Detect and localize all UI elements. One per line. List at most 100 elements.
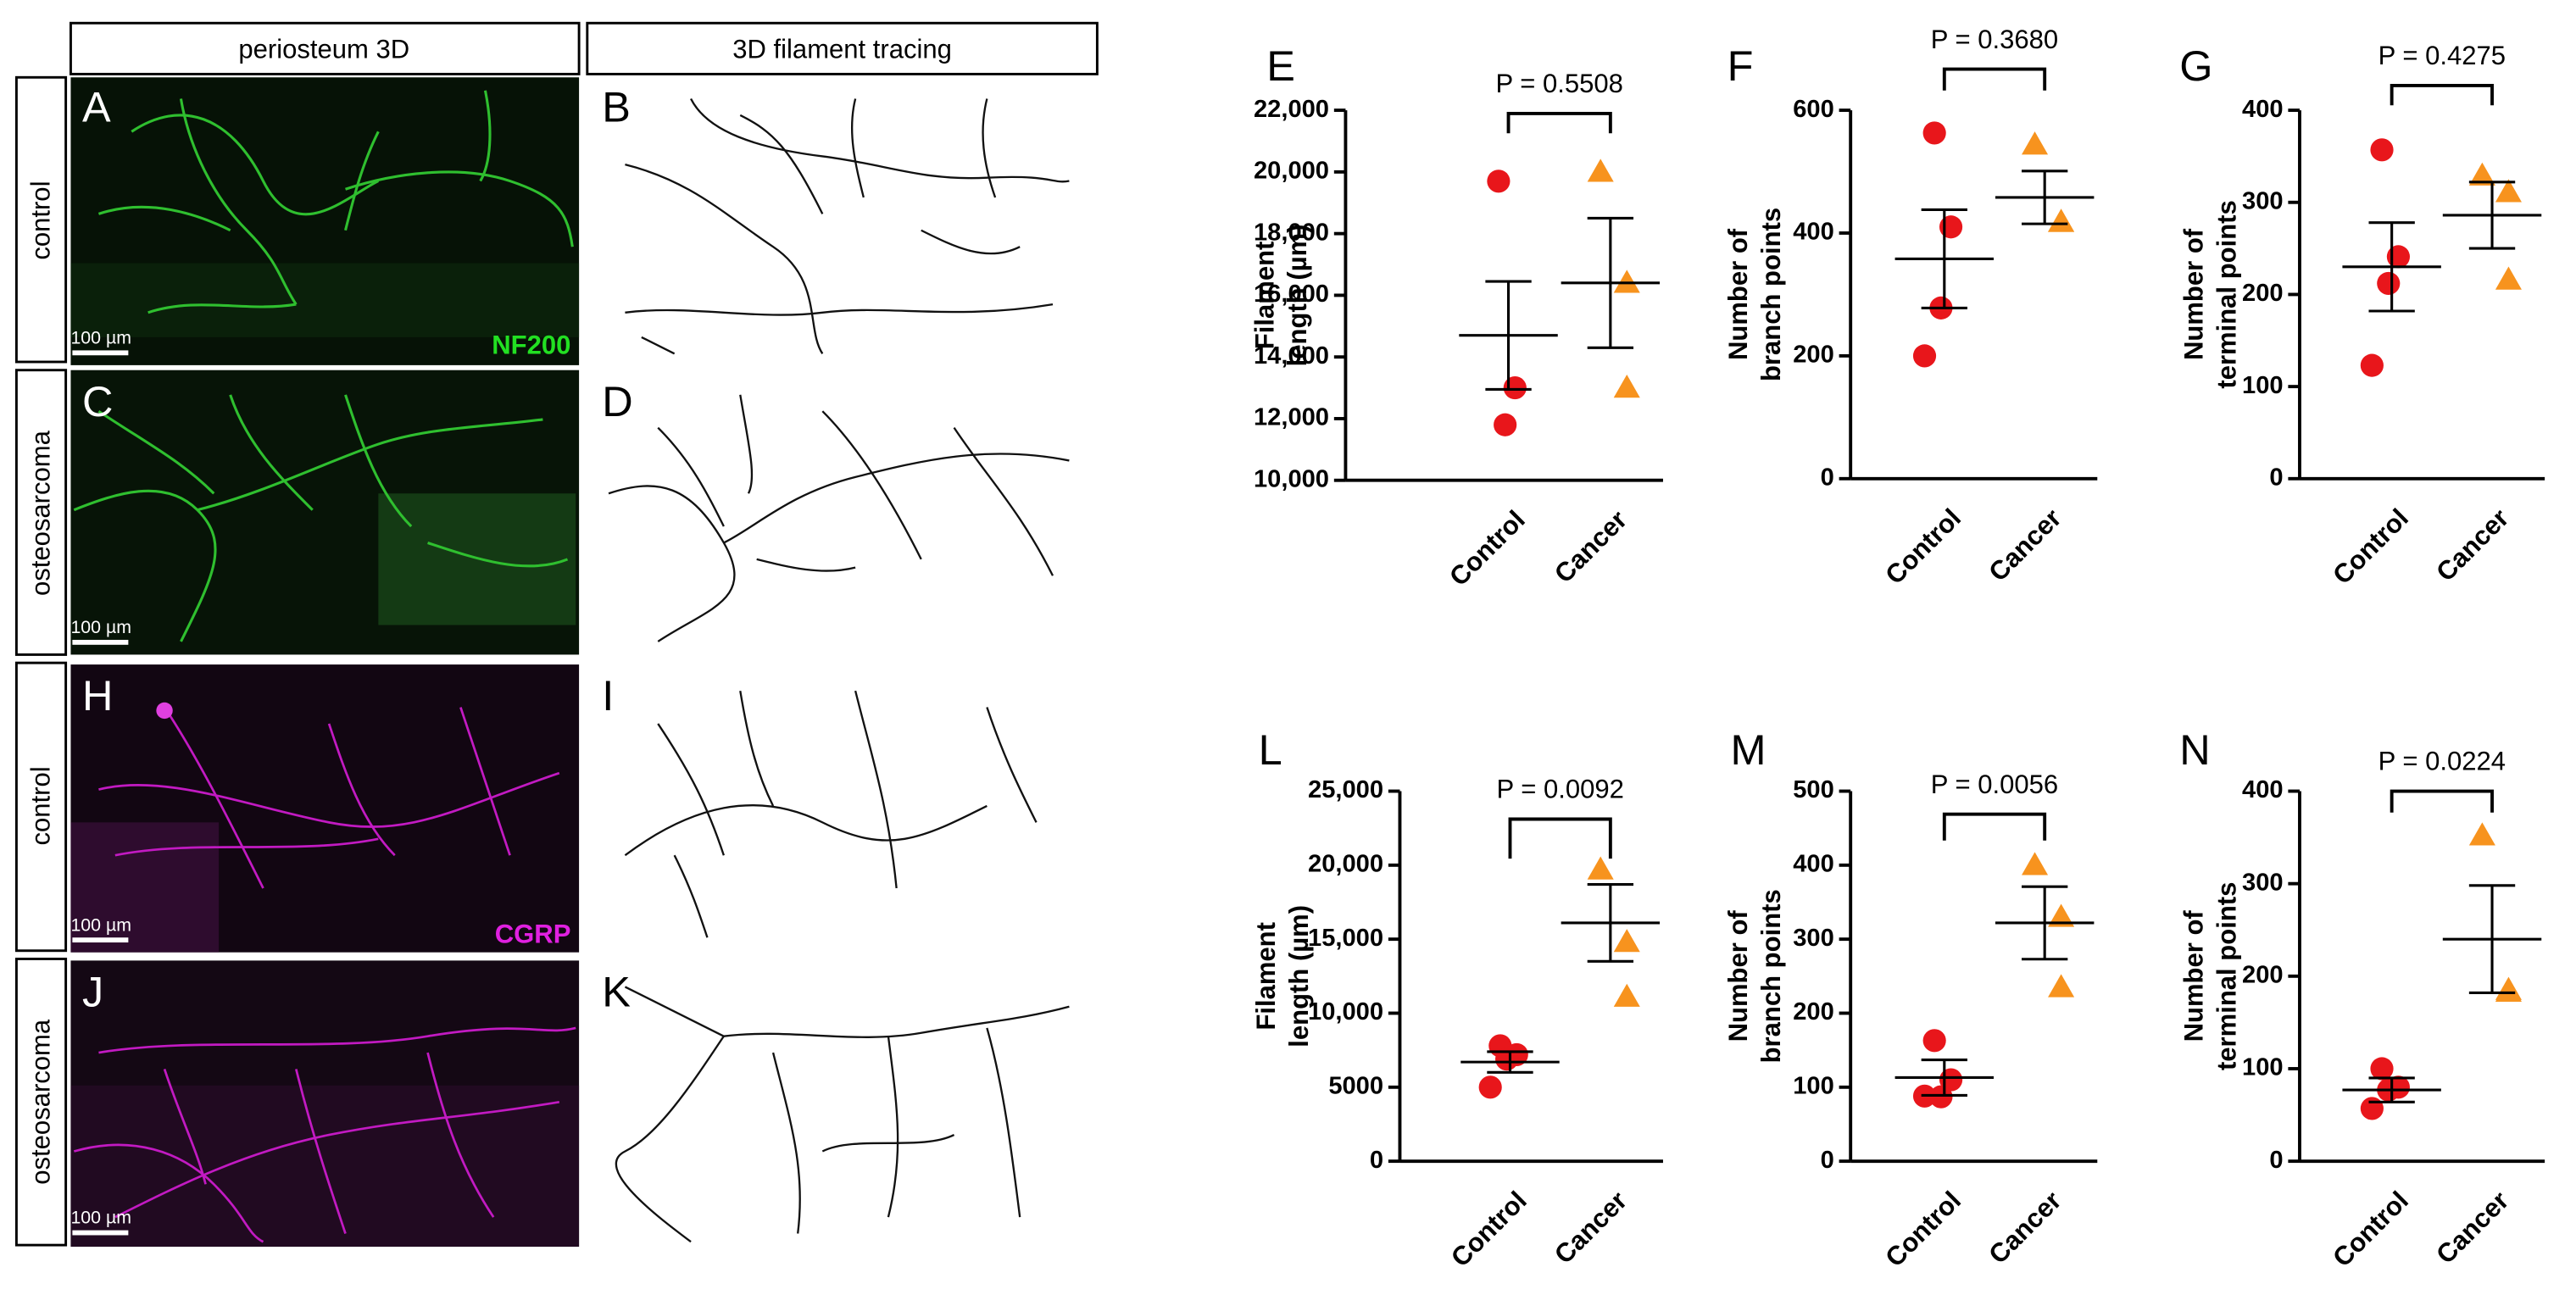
y-tick-label: 0 [2269,1147,2283,1174]
y-tick-label: 5000 [1328,1073,1383,1100]
significance-bracket [1508,817,1612,859]
data-point [2377,271,2401,295]
y-axis-label-line: length (µm) [1282,224,1312,366]
data-point [1613,929,1640,953]
y-tick-label: 500 [1793,776,1834,803]
y-tick-label: 25,000 [1308,776,1383,803]
y-tick-label: 400 [1793,851,1834,878]
data-point [1613,270,1640,293]
y-axis-label-line: Number of [2179,910,2209,1042]
scale-bar-label: 100 µm [70,914,131,935]
y-tick-label: 10,000 [1308,998,1383,1025]
row-label: osteosarcoma [26,430,56,596]
y-axis-label: Number of branch points [1723,889,1786,1063]
y-axis-label-line: branch points [1756,889,1786,1063]
y-axis-label-line: branch points [1756,208,1786,381]
panel-letter: G [2179,42,2212,90]
y-tick-label: 400 [2242,96,2284,123]
micrograph: C 100 µm [70,370,580,655]
stain-label: CGRP [495,919,571,948]
significance-bracket [1942,67,2047,91]
data-point [1587,158,1614,182]
panel-letter: D [602,377,632,425]
data-point [1495,1048,1519,1071]
panel-letter: L [1259,725,1282,774]
panel-letter: B [602,82,631,131]
significance-bracket [2390,789,2494,813]
tracing: I [587,664,1098,953]
x-tick-label: Cancer [1983,503,2067,586]
micrograph: H 100 µm CGRP [70,664,580,953]
data-point [2386,245,2410,269]
x-tick-label: Control [1879,1186,1967,1273]
y-axis-label: Number of terminal points [2179,200,2242,388]
error-bar [2368,221,2415,313]
x-tick-label: Control [2327,503,2414,590]
x-tick-label: Control [2327,1186,2414,1273]
data-point [1613,375,1640,398]
error-bar [1487,1050,1533,1074]
y-tick-label: 400 [2242,776,2284,803]
data-point [1922,1029,1946,1053]
row-box [14,75,68,364]
y-tick-label: 0 [2269,464,2283,491]
x-tick-label: Cancer [1549,1186,1633,1270]
row-label: control [26,181,56,260]
panel-letter: F [1728,42,1754,90]
panel-letter: J [82,967,103,1015]
y-tick-label: 400 [1793,219,1834,246]
data-point [1939,215,1963,239]
y-axis-label-line: Number of [1723,910,1753,1042]
data-point [2048,903,2075,927]
x-tick-label: Cancer [1549,504,1633,588]
data-point [2360,1097,2384,1120]
y-tick-label: 200 [2242,962,2284,989]
scale-bar-label: 100 µm [70,327,131,347]
row-box [14,957,68,1247]
tracing: D [587,370,1098,655]
error-bar [1587,882,1634,963]
error-bar [2468,884,2516,995]
y-tick-label: 0 [1821,464,1834,491]
data-point [2022,852,2049,875]
y-axis-label: Filament length (µm) [1249,224,1312,366]
p-value: P = 0.0056 [1931,770,2058,799]
data-point [1922,121,1946,145]
y-tick-label: 10,000 [1254,465,1329,492]
tracing: B [587,77,1098,365]
header-box [69,21,581,75]
stain-label: NF200 [492,331,570,360]
x-tick-label: Control [1879,503,1967,590]
y-axis-label-line: length (µm) [1284,905,1314,1048]
significance-bracket [1942,812,2047,841]
data-point [1587,856,1614,880]
data-point [1494,413,1517,436]
x-tick-label: Cancer [2430,503,2514,586]
y-tick-label: 12,000 [1254,404,1329,431]
panel-letter: M [1731,725,1766,774]
y-tick-label: 600 [1793,96,1834,123]
x-tick-label: Cancer [1983,1186,2067,1270]
tracing: K [587,960,1098,1248]
y-tick-label: 15,000 [1308,925,1383,952]
y-tick-label: 100 [2242,1054,2284,1081]
y-tick-label: 18,000 [1254,219,1329,246]
scale-bar-label: 100 µm [70,617,131,637]
data-point [2495,266,2522,290]
header: 3D filament tracing [732,34,952,64]
y-tick-label: 200 [2242,280,2284,307]
y-axis-label-line: terminal points [2212,200,2242,388]
y-tick-label: 200 [1793,342,1834,369]
y-tick-label: 300 [1793,925,1834,952]
y-tick-label: 14,000 [1254,342,1329,370]
data-point [2468,162,2495,186]
data-point [2370,138,2394,162]
p-value: P = 0.4275 [2378,41,2506,70]
data-point [1487,170,1511,193]
row-box [14,369,68,656]
data-point [2495,978,2522,1003]
data-point [2022,131,2049,155]
data-point [1503,375,1527,400]
p-value: P = 0.5508 [1495,69,1622,98]
